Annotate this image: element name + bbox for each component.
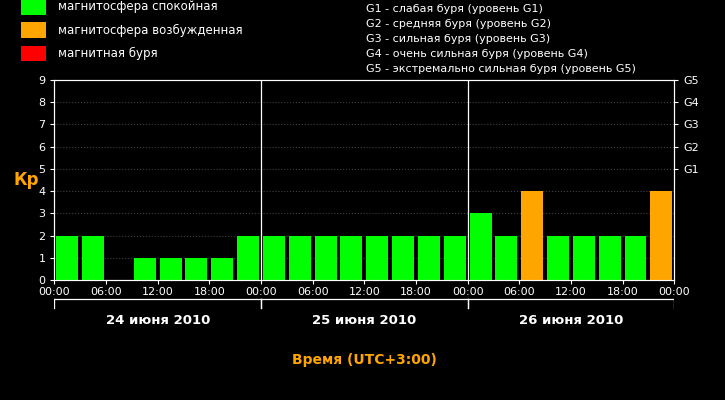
Text: G4 - очень сильная буря (уровень G4): G4 - очень сильная буря (уровень G4) [366,49,588,59]
Bar [392,236,414,280]
Text: G5 - экстремально сильная буря (уровень G5): G5 - экстремально сильная буря (уровень … [366,64,636,74]
Bar [21,46,46,61]
Bar [82,236,104,280]
Text: магнитная буря: магнитная буря [58,47,157,60]
Bar [366,236,388,280]
Bar [160,258,181,280]
Y-axis label: Кр: Кр [14,171,39,189]
Bar [547,236,569,280]
Text: магнитосфера спокойная: магнитосфера спокойная [58,0,217,13]
Bar [521,191,543,280]
Bar [21,0,46,14]
Text: 26 июня 2010: 26 июня 2010 [519,314,623,326]
Text: G1 - слабая буря (уровень G1): G1 - слабая буря (уровень G1) [366,4,543,14]
Bar [289,236,311,280]
Bar [599,236,621,280]
Text: 24 июня 2010: 24 июня 2010 [106,314,210,326]
Bar [418,236,440,280]
Bar [134,258,156,280]
Bar [573,236,594,280]
Bar [315,236,336,280]
Text: G2 - средняя буря (уровень G2): G2 - средняя буря (уровень G2) [366,19,551,29]
Bar [650,191,672,280]
Bar [21,22,46,38]
Bar [444,236,465,280]
Bar [211,258,233,280]
Bar [263,236,285,280]
Bar [57,236,78,280]
Bar [624,236,647,280]
Bar [186,258,207,280]
Bar [237,236,259,280]
Bar [470,213,492,280]
Text: G3 - сильная буря (уровень G3): G3 - сильная буря (уровень G3) [366,34,550,44]
Bar [341,236,362,280]
Bar [495,236,518,280]
Text: 25 июня 2010: 25 июня 2010 [312,314,416,326]
Text: магнитосфера возбужденная: магнитосфера возбужденная [58,24,242,37]
Text: Время (UTC+3:00): Время (UTC+3:00) [292,353,436,367]
